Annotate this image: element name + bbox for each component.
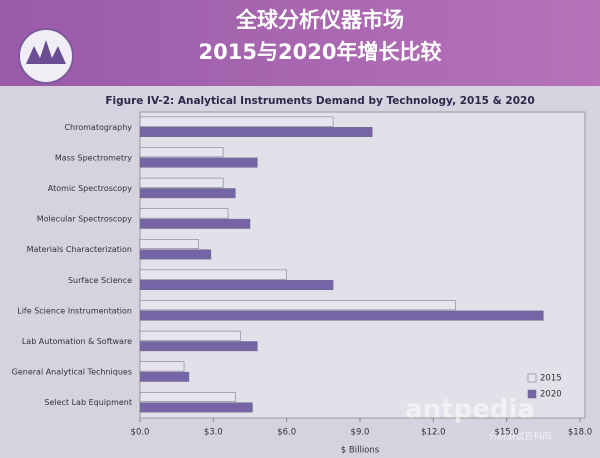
x-tick-label: $9.0: [351, 428, 370, 438]
legend-swatch: [527, 373, 537, 383]
x-tick-label: $0.0: [131, 428, 150, 438]
y-tick-label: Materials Characterization: [27, 245, 132, 254]
bar: [139, 177, 224, 188]
bar: [139, 218, 251, 229]
bar: [139, 280, 334, 290]
x-axis-label: $ Billions: [341, 446, 380, 456]
watermark: antpedia: [405, 395, 535, 425]
title-band: [0, 0, 600, 86]
bar: [139, 239, 199, 249]
y-tick-label: Chromatography: [64, 123, 132, 132]
logo: [18, 28, 74, 84]
slide-title: 全球分析仪器市场: [235, 8, 404, 32]
x-tick-label: $15.0: [494, 428, 518, 438]
y-tick-label: Surface Science: [68, 276, 132, 285]
bar: [139, 116, 334, 127]
bar: [139, 341, 258, 352]
bar: [139, 361, 185, 372]
chart-title: Figure IV-2: Analytical Instruments Dema…: [105, 95, 534, 107]
y-tick-label: Life Science Instrumentation: [17, 306, 132, 315]
x-tick-label: $6.0: [277, 428, 296, 438]
slide-subtitle: 2015与2020年增长比较: [199, 40, 442, 64]
y-tick-label: General Analytical Techniques: [12, 368, 132, 377]
bar: [139, 330, 241, 341]
bar: [139, 127, 373, 137]
y-tick-label: Atomic Spectroscopy: [48, 184, 132, 193]
bar: [139, 208, 229, 219]
bar: [139, 157, 258, 168]
legend-label: 2020: [540, 390, 562, 400]
x-tick-label: $12.0: [421, 428, 445, 438]
bar: [139, 188, 236, 199]
y-tick-label: Lab Automation & Software: [22, 337, 132, 346]
y-tick-label: Select Lab Equipment: [44, 398, 132, 407]
legend-label: 2015: [540, 374, 562, 384]
bar: [139, 402, 253, 413]
bar: [139, 147, 224, 158]
y-tick-label: Molecular Spectroscopy: [37, 215, 133, 224]
bar: [139, 249, 212, 260]
y-tick-label: Mass Spectrometry: [55, 153, 132, 162]
bar: [139, 310, 544, 321]
bar: [139, 269, 287, 280]
bar: [139, 300, 456, 311]
x-tick-label: $3.0: [204, 428, 223, 438]
watermark-subtitle: 分析测试百科网: [488, 431, 551, 443]
bar: [139, 371, 190, 382]
x-tick-label: $18.0: [568, 428, 592, 438]
legend-swatch: [527, 389, 537, 399]
bar: [139, 392, 236, 402]
